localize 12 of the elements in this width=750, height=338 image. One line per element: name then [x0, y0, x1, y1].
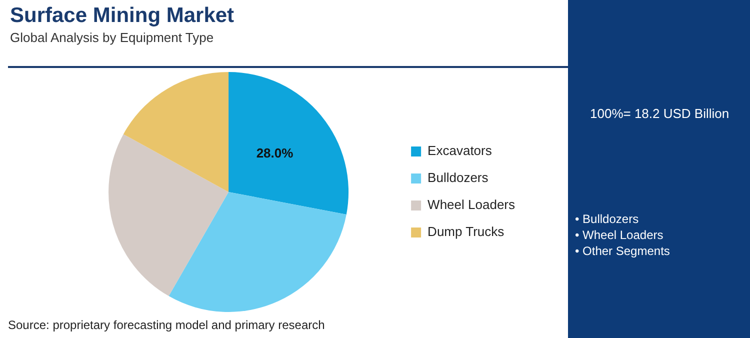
legend-label: Excavators — [428, 143, 492, 158]
text: • Wheel Loaders — [575, 228, 664, 242]
legend-label: Bulldozers — [428, 170, 489, 186]
chart-title: Surface Mining Market — [10, 4, 234, 28]
data-label: 28.0% — [256, 145, 294, 160]
legend-label: Dump Trucks — [428, 224, 505, 240]
chart-subtitle: Global Analysis by Equipment Type — [10, 30, 214, 45]
text: • Other Segments — [575, 244, 670, 258]
text: • Bulldozers — [575, 212, 639, 226]
source-note: Source: proprietary forecasting model and primary research — [8, 318, 325, 332]
legend-label: Wheel Loaders — [428, 197, 516, 212]
text: 100%= 18.2 USD Billion — [590, 106, 730, 121]
